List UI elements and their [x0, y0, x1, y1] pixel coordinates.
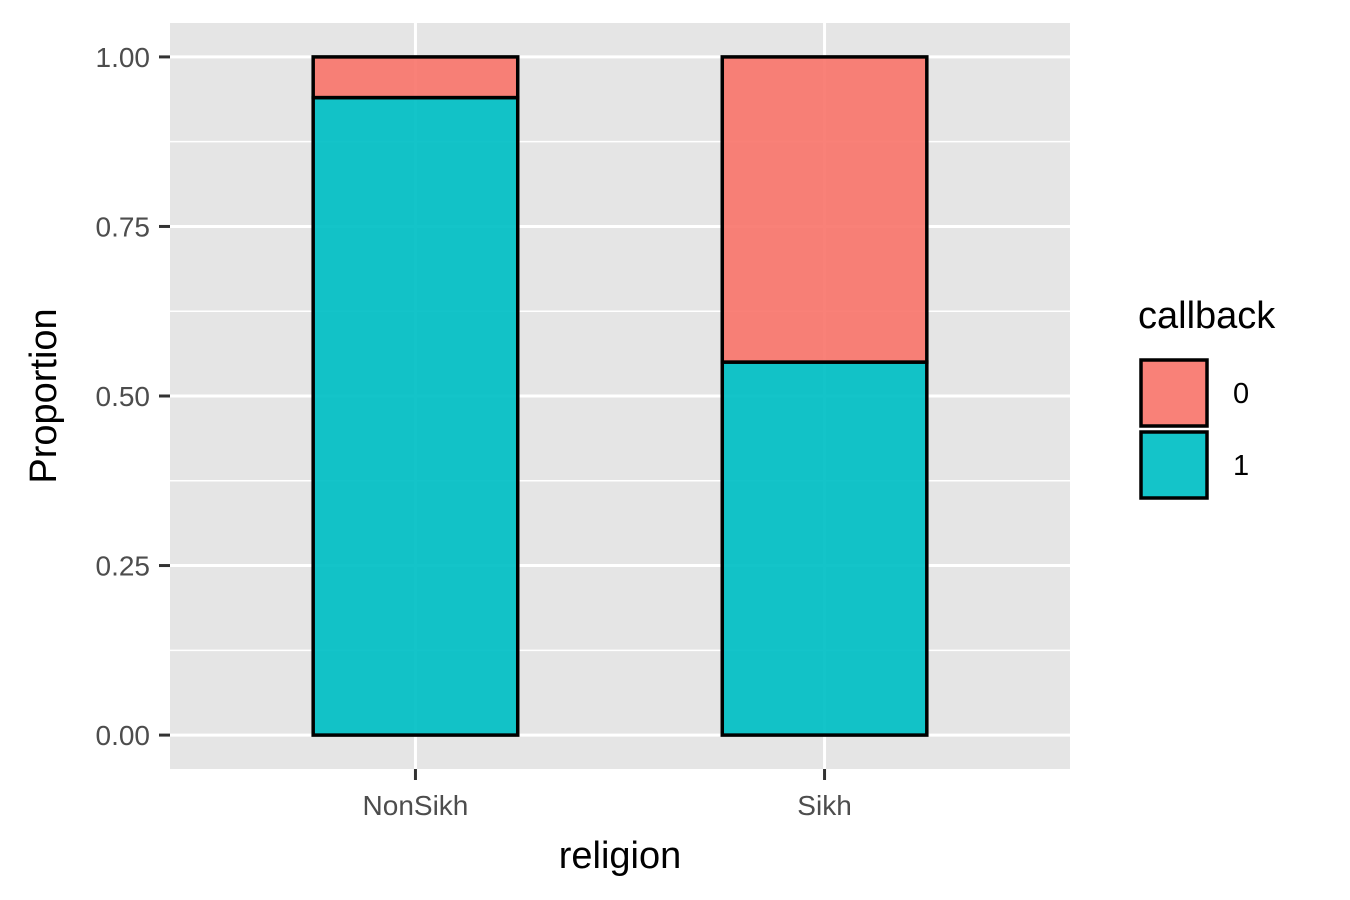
y-axis-title: Proportion — [23, 308, 65, 483]
bar-segment-nonsikh-callback-0 — [311, 55, 520, 100]
legend-key-0 — [1139, 358, 1209, 428]
legend-label-1: 1 — [1233, 450, 1249, 482]
y-tick-label: 0.25 — [96, 551, 151, 582]
legend-key-1 — [1139, 430, 1209, 500]
legend: callback 0 1 — [1138, 295, 1276, 500]
x-tick-label: NonSikh — [363, 790, 469, 821]
bar-segment-nonsikh-callback-1 — [311, 95, 520, 737]
bar-segment-sikh-callback-0 — [720, 55, 929, 364]
x-tick-label: Sikh — [797, 790, 851, 821]
x-axis-title: religion — [559, 835, 682, 877]
bar-segment-sikh-callback-1 — [720, 360, 929, 737]
legend-label-0: 0 — [1233, 378, 1249, 410]
bars — [311, 55, 929, 737]
y-tick-label: 0.50 — [96, 381, 151, 412]
y-tick-label: 1.00 — [96, 42, 151, 73]
x-axis: NonSikh Sikh — [363, 769, 852, 821]
y-axis: 0.00 0.25 0.50 0.75 1.00 — [96, 42, 170, 751]
legend-title: callback — [1138, 295, 1276, 337]
y-tick-label: 0.00 — [96, 720, 151, 751]
y-tick-label: 0.75 — [96, 211, 151, 242]
